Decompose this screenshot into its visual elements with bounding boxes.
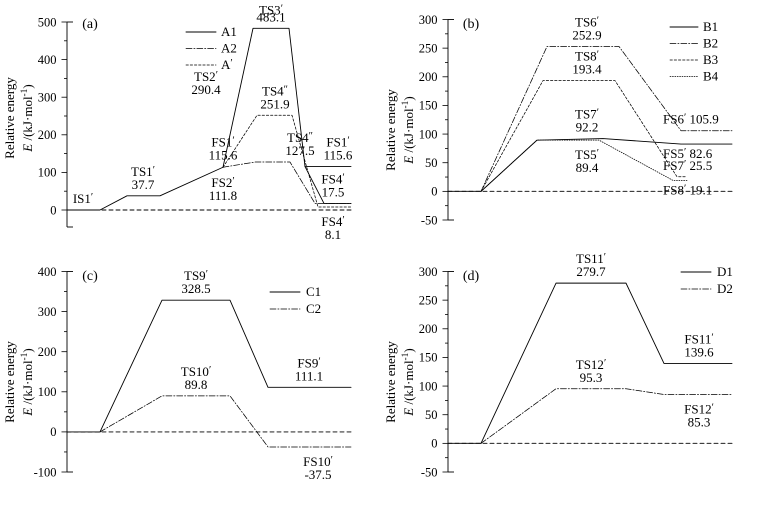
svg-text:E /(kJ·mol-1): E /(kJ·mol-1): [20, 84, 35, 152]
svg-text:Relative energy: Relative energy: [383, 341, 398, 423]
svg-text:B4: B4: [703, 69, 719, 84]
svg-text:100: 100: [419, 127, 438, 141]
svg-text:(d): (d): [463, 269, 480, 284]
svg-text:115.6: 115.6: [324, 148, 353, 163]
svg-text:252.9: 252.9: [572, 27, 601, 42]
svg-text:E /(kJ·mol-1): E /(kJ·mol-1): [401, 96, 416, 164]
svg-text:100: 100: [38, 166, 57, 180]
svg-text:8.1: 8.1: [325, 227, 341, 242]
svg-text:A1: A1: [221, 24, 237, 39]
svg-text:B3: B3: [703, 52, 718, 67]
svg-text:(c): (c): [82, 269, 98, 284]
svg-text:-50: -50: [421, 465, 438, 479]
svg-text:92.2: 92.2: [576, 120, 599, 135]
svg-text:115.6: 115.6: [209, 148, 238, 163]
svg-text:111.8: 111.8: [209, 188, 237, 203]
svg-text:328.5: 328.5: [181, 281, 210, 296]
svg-text:300: 300: [419, 265, 438, 279]
svg-text:85.3: 85.3: [688, 414, 711, 429]
svg-text:200: 200: [419, 322, 438, 336]
svg-text:193.4: 193.4: [572, 62, 602, 77]
svg-text:89.8: 89.8: [185, 377, 208, 392]
svg-text:C1: C1: [306, 284, 321, 299]
svg-text:251.9: 251.9: [260, 96, 289, 111]
svg-text:A′: A′: [221, 57, 233, 72]
svg-text:290.4: 290.4: [191, 82, 221, 97]
svg-text:50: 50: [425, 156, 438, 170]
svg-text:250: 250: [419, 41, 438, 55]
svg-text:200: 200: [419, 70, 438, 84]
svg-text:D1: D1: [717, 264, 733, 279]
svg-text:300: 300: [38, 305, 57, 319]
svg-text:E /(kJ·mol-1): E /(kJ·mol-1): [20, 348, 35, 416]
svg-text:0: 0: [431, 437, 437, 451]
svg-text:483.1: 483.1: [256, 9, 285, 24]
svg-text:FS7′ 25.5: FS7′ 25.5: [663, 158, 712, 173]
svg-text:150: 150: [419, 351, 438, 365]
svg-text:B1: B1: [703, 19, 718, 34]
svg-text:(a): (a): [82, 17, 98, 32]
svg-text:0: 0: [50, 203, 56, 217]
svg-text:37.7: 37.7: [132, 177, 155, 192]
svg-text:300: 300: [419, 13, 438, 27]
svg-text:0: 0: [50, 425, 56, 439]
svg-text:-100: -100: [34, 465, 57, 479]
svg-text:279.7: 279.7: [576, 264, 606, 279]
svg-text:150: 150: [419, 99, 438, 113]
svg-text:-37.5: -37.5: [304, 467, 331, 482]
svg-text:100: 100: [419, 379, 438, 393]
svg-text:139.6: 139.6: [684, 344, 714, 359]
svg-text:0: 0: [431, 185, 437, 199]
svg-text:200: 200: [38, 128, 57, 142]
svg-text:200: 200: [38, 345, 57, 359]
svg-text:D2: D2: [717, 281, 733, 296]
svg-text:C2: C2: [306, 301, 321, 316]
svg-text:IS1′: IS1′: [73, 191, 93, 206]
svg-text:FS8′ 19.1: FS8′ 19.1: [663, 182, 712, 197]
svg-text:17.5: 17.5: [322, 184, 345, 199]
svg-text:Relative energy: Relative energy: [2, 341, 17, 423]
svg-text:250: 250: [419, 293, 438, 307]
svg-text:50: 50: [425, 408, 438, 422]
svg-text:111.1: 111.1: [295, 368, 323, 383]
svg-text:B2: B2: [703, 36, 718, 51]
svg-text:E /(kJ·mol-1): E /(kJ·mol-1): [401, 348, 416, 416]
svg-text:400: 400: [38, 53, 57, 67]
svg-text:FS6′ 105.9: FS6′ 105.9: [663, 112, 719, 127]
svg-text:89.4: 89.4: [576, 160, 599, 175]
svg-text:-50: -50: [421, 213, 438, 227]
svg-text:100: 100: [38, 385, 57, 399]
svg-text:400: 400: [38, 265, 57, 279]
svg-text:300: 300: [38, 91, 57, 105]
svg-text:(b): (b): [463, 17, 480, 32]
svg-text:Relative energy: Relative energy: [2, 77, 17, 159]
svg-text:Relative energy: Relative energy: [383, 89, 398, 171]
svg-text:95.3: 95.3: [580, 370, 603, 385]
svg-text:A2: A2: [221, 41, 237, 56]
svg-text:127.5: 127.5: [285, 143, 314, 158]
svg-text:500: 500: [38, 15, 57, 29]
